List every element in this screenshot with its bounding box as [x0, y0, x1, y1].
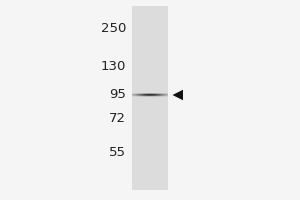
Text: 55: 55	[109, 146, 126, 160]
Text: 72: 72	[109, 112, 126, 126]
Text: 250: 250	[100, 22, 126, 36]
Text: 95: 95	[109, 88, 126, 102]
Bar	[132, 6, 168, 190]
Text: 130: 130	[100, 60, 126, 72]
Polygon shape	[172, 90, 183, 100]
